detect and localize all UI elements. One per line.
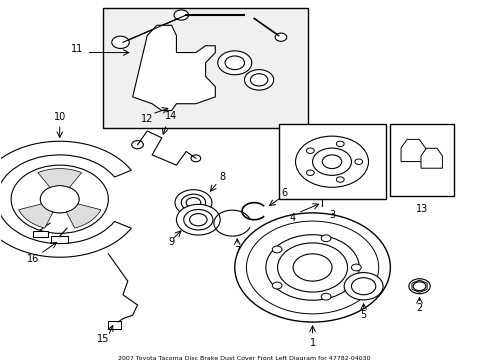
Text: 5: 5 xyxy=(360,310,366,320)
Circle shape xyxy=(321,235,330,242)
Circle shape xyxy=(175,190,211,216)
Circle shape xyxy=(112,36,129,49)
Text: 6: 6 xyxy=(281,188,287,198)
Circle shape xyxy=(275,33,286,41)
Text: 13: 13 xyxy=(415,204,427,215)
Polygon shape xyxy=(132,25,215,111)
Circle shape xyxy=(351,264,361,271)
Bar xyxy=(108,321,120,329)
Text: 16: 16 xyxy=(27,254,39,264)
Circle shape xyxy=(234,213,389,322)
Wedge shape xyxy=(66,204,101,228)
Text: 2: 2 xyxy=(416,303,422,314)
Text: 10: 10 xyxy=(54,112,66,122)
Bar xyxy=(51,236,68,244)
Bar xyxy=(389,124,453,196)
Circle shape xyxy=(322,155,341,168)
Text: 4: 4 xyxy=(289,213,296,223)
Text: 12: 12 xyxy=(141,114,153,124)
Circle shape xyxy=(292,254,331,281)
Text: 2007 Toyota Tacoma Disc Brake Dust Cover Front Left Diagram for 47782-04030: 2007 Toyota Tacoma Disc Brake Dust Cover… xyxy=(118,356,370,360)
Circle shape xyxy=(272,246,282,253)
Bar xyxy=(278,124,385,199)
Text: 9: 9 xyxy=(168,237,174,247)
Circle shape xyxy=(265,235,359,300)
Text: 15: 15 xyxy=(97,334,109,344)
Circle shape xyxy=(244,69,273,90)
Circle shape xyxy=(272,282,282,289)
Polygon shape xyxy=(420,148,442,168)
Circle shape xyxy=(224,56,244,69)
Wedge shape xyxy=(38,168,81,188)
Circle shape xyxy=(321,293,330,300)
Polygon shape xyxy=(400,139,425,162)
Circle shape xyxy=(174,10,188,20)
Text: 11: 11 xyxy=(70,44,82,54)
Circle shape xyxy=(183,210,212,230)
Bar xyxy=(33,231,47,237)
Bar xyxy=(103,8,307,127)
Circle shape xyxy=(344,273,382,300)
Text: 14: 14 xyxy=(165,111,177,121)
Wedge shape xyxy=(0,141,131,257)
Text: 8: 8 xyxy=(219,172,225,182)
Circle shape xyxy=(181,194,205,211)
Circle shape xyxy=(217,51,251,75)
Text: 7: 7 xyxy=(234,246,240,256)
Wedge shape xyxy=(19,204,53,228)
Text: 3: 3 xyxy=(328,210,334,220)
Text: 1: 1 xyxy=(309,338,315,347)
Circle shape xyxy=(408,279,429,294)
Circle shape xyxy=(176,204,220,235)
